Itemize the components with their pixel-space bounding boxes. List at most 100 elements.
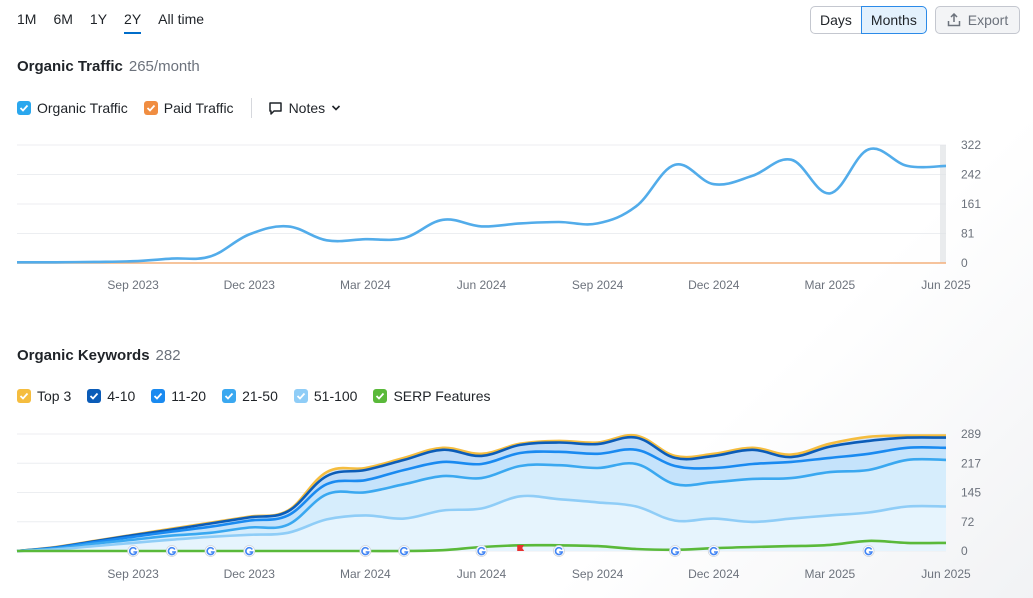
y-tick-label: 322 (961, 138, 981, 152)
x-tick-label: Dec 2024 (688, 567, 740, 581)
google-icon-glyph (477, 546, 486, 556)
legend-label: Paid Traffic (163, 100, 234, 116)
google-update-icon[interactable] (398, 545, 410, 557)
x-tick-label: Mar 2025 (805, 567, 856, 581)
x-tick-label: Mar 2025 (805, 278, 856, 292)
export-icon (947, 13, 961, 27)
months-button[interactable]: Months (860, 6, 927, 34)
legend-label: Top 3 (37, 388, 72, 404)
notes-dropdown[interactable]: Notes (268, 100, 342, 116)
days-button[interactable]: Days (810, 6, 862, 34)
google-update-icon[interactable] (707, 545, 720, 557)
google-icon-glyph (864, 546, 873, 556)
traffic-value: 265/month (128, 58, 200, 75)
keywords-title: Organic Keywords 282 (17, 347, 181, 364)
flag-icon[interactable] (517, 545, 525, 555)
checkbox-icon (17, 101, 31, 115)
checkbox-icon (222, 389, 237, 403)
y-tick-label: 161 (961, 197, 981, 211)
x-tick-label: Mar 2024 (340, 278, 391, 292)
checkbox-icon (293, 389, 308, 403)
legend-paid-traffic[interactable]: Paid Traffic (143, 100, 234, 116)
legend-4-10[interactable]: 4-10 (87, 388, 135, 404)
legend-label: 11-20 (171, 388, 207, 404)
x-tick-label: Sep 2023 (107, 567, 159, 581)
period-tab-2y[interactable]: 2Y (124, 11, 142, 34)
google-update-icon[interactable] (165, 545, 178, 557)
flag-shape (517, 545, 525, 555)
legend-21-50[interactable]: 21-50 (222, 388, 278, 404)
period-tabs: 1M 6M 1Y 2Y All time (17, 11, 221, 34)
checkbox-icon (373, 389, 388, 403)
google-update-icon[interactable] (359, 545, 372, 557)
period-tab-1y[interactable]: 1Y (89, 11, 108, 27)
google-icon-glyph (670, 546, 680, 556)
legend-organic-traffic[interactable]: Organic Traffic (17, 100, 128, 116)
keywords-legend: Top 3 4-10 11-20 21-50 51-100 SERP Featu… (17, 388, 506, 404)
google-update-icon[interactable] (127, 545, 140, 557)
checkbox-icon (143, 101, 158, 115)
google-update-icon[interactable] (204, 545, 217, 557)
x-tick-label: Dec 2023 (224, 567, 276, 581)
series-line-organic-traffic (17, 147, 947, 264)
legend-label: 4-10 (107, 388, 136, 404)
series-line-11-20 (16, 446, 947, 553)
x-tick-label: Dec 2023 (224, 278, 276, 292)
legend-11-20[interactable]: 11-20 (151, 388, 206, 404)
legend-top-3[interactable]: Top 3 (17, 388, 71, 404)
period-tab-all-time[interactable]: All time (158, 11, 205, 27)
export-label: Export (967, 12, 1009, 28)
google-icon-glyph (361, 546, 370, 556)
organic-keywords-chart[interactable]: 289 217 145 72 0 Sep 2023 Dec 2023 Mar 2024 Jun … (0, 420, 1033, 598)
legend-label: 21-50 (242, 388, 278, 404)
current-period-band (940, 145, 946, 263)
google-update-icon[interactable] (669, 545, 681, 557)
export-button[interactable]: Export (935, 6, 1020, 34)
x-tick-label: Jun 2024 (457, 278, 507, 292)
y-tick-label: 81 (961, 227, 975, 241)
period-tab-1m[interactable]: 1M (17, 11, 37, 27)
legend-51-100[interactable]: 51-100 (293, 388, 358, 404)
notes-label: Notes (288, 100, 326, 116)
legend-label: 51-100 (313, 388, 358, 404)
y-tick-label: 217 (961, 456, 981, 470)
series-line-4-10 (16, 435, 947, 553)
google-icon-glyph (554, 546, 564, 556)
x-tick-label: Sep 2023 (107, 278, 159, 292)
series-line-51-100 (16, 494, 947, 553)
google-icon-glyph (128, 546, 138, 556)
y-tick-label: 72 (961, 515, 975, 529)
legend-divider (250, 98, 252, 118)
google-icon-glyph (167, 546, 177, 556)
y-tick-label: 145 (961, 486, 981, 500)
keywords-value: 282 (155, 347, 181, 364)
checkbox-icon (151, 389, 166, 403)
legend-label: Organic Traffic (37, 100, 128, 116)
series-area-51-100 (17, 495, 946, 551)
x-tick-label: Jun 2024 (457, 567, 507, 581)
checkbox-icon (87, 389, 102, 403)
y-tick-label: 0 (961, 256, 968, 270)
google-update-icon[interactable] (862, 545, 875, 557)
x-tick-label: Jun 2025 (921, 278, 971, 292)
x-tick-label: Jun 2025 (921, 567, 971, 581)
checkbox-icon (17, 389, 31, 403)
chevron-down-icon (332, 105, 341, 111)
google-update-icon[interactable] (475, 545, 488, 557)
y-tick-label: 242 (961, 168, 981, 182)
organic-traffic-chart[interactable]: 322 242 161 81 0 Sep 2023 Dec 2023 Mar 2024 Jun … (0, 130, 1033, 300)
x-tick-label: Sep 2024 (572, 567, 624, 581)
traffic-legend: Organic Traffic Paid Traffic Notes (17, 98, 341, 118)
google-icon-glyph (399, 546, 409, 556)
granularity-toggle: Days Months (810, 6, 927, 34)
x-tick-label: Sep 2024 (572, 278, 624, 292)
traffic-title: Organic Traffic 265/month (17, 58, 200, 75)
x-tick-label: Dec 2024 (688, 278, 740, 292)
google-icon-glyph (206, 546, 215, 556)
google-update-icon[interactable] (243, 545, 256, 557)
keywords-title-text: Organic Keywords (17, 347, 150, 364)
legend-serp-features[interactable]: SERP Features (373, 388, 490, 404)
period-tab-6m[interactable]: 6M (53, 11, 73, 27)
google-update-icon[interactable] (553, 545, 565, 557)
series-line-21-50 (16, 457, 947, 553)
